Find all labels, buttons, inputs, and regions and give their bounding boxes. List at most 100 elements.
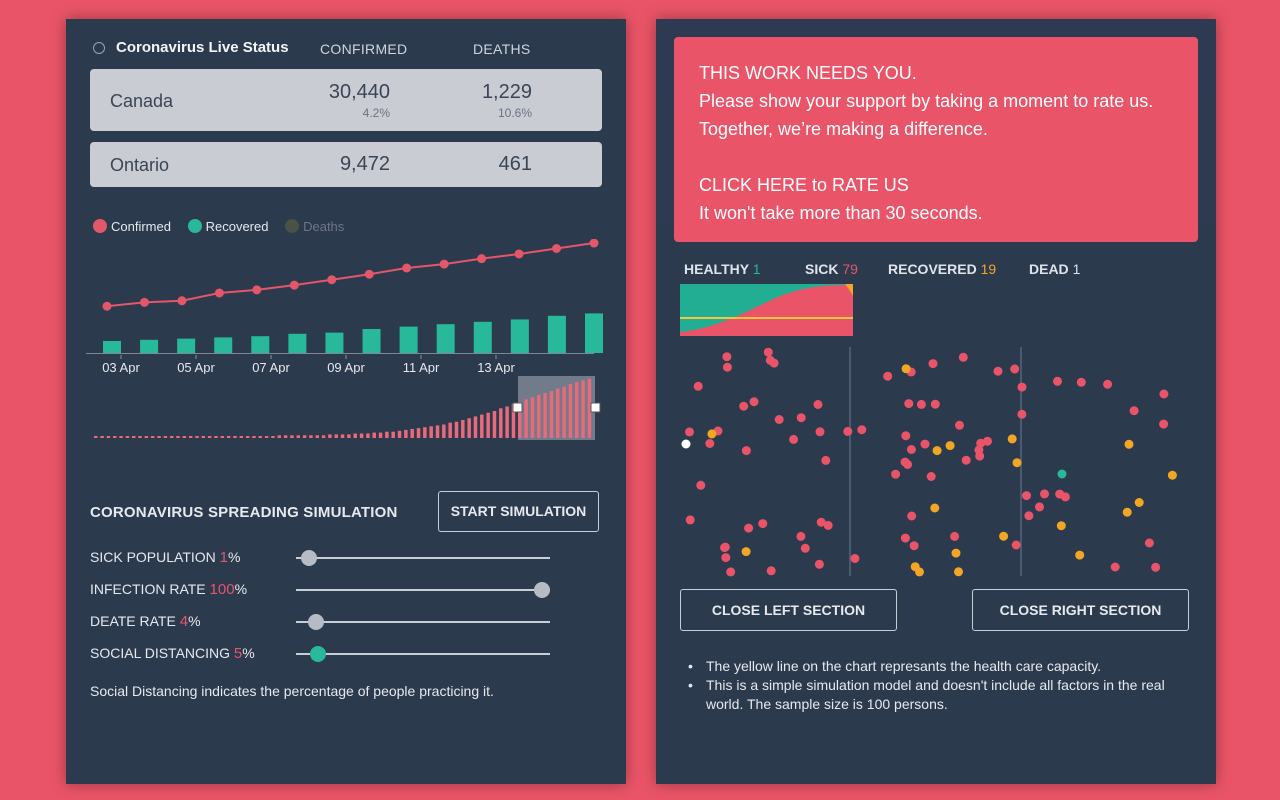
- legend-recovered[interactable]: Recovered: [187, 219, 268, 234]
- timeline-bar: [518, 402, 522, 438]
- timeline-bar: [245, 436, 250, 438]
- person-dot-sick: [926, 472, 936, 481]
- person-dot-sick: [916, 399, 926, 409]
- deaths-count: 1,229: [481, 81, 532, 103]
- deaths-dot-icon: [285, 219, 300, 233]
- confirmed-point[interactable]: [552, 244, 562, 253]
- start-simulation-button[interactable]: START SIMULATION: [438, 491, 599, 532]
- timeline-bar: [309, 435, 313, 438]
- slider-thumb[interactable]: [534, 582, 550, 598]
- slider-label: DEATE RATE 4%: [90, 613, 201, 630]
- timeline-bar: [328, 434, 332, 438]
- status-radio-icon[interactable]: [93, 42, 105, 54]
- region-name: Ontario: [110, 155, 170, 175]
- person-dot-sick: [1040, 489, 1049, 499]
- timeline-bar: [581, 380, 585, 438]
- close-left-section-button[interactable]: CLOSE LEFT SECTION: [680, 589, 897, 631]
- recovered-bar[interactable]: [103, 341, 121, 353]
- timeline-bar: [511, 403, 516, 438]
- social-distancing-note: Social Distancing indicates the percenta…: [90, 683, 494, 699]
- timeline-bar: [537, 394, 541, 438]
- recovered-bar[interactable]: [140, 339, 159, 353]
- recovered-bar[interactable]: [510, 319, 529, 353]
- confirmed-point[interactable]: [252, 285, 262, 295]
- cta-line: Together, we’re making a difference.: [699, 119, 988, 139]
- legend-deaths[interactable]: Deaths: [285, 219, 344, 234]
- person-dot-sick: [1076, 377, 1086, 387]
- timeline-bar: [258, 436, 263, 438]
- close-right-section-button[interactable]: CLOSE RIGHT SECTION: [972, 589, 1189, 631]
- rate-us-link[interactable]: CLICK HERE to RATE US: [699, 175, 909, 195]
- confirmed-point[interactable]: [327, 275, 337, 285]
- confirmed-point[interactable]: [514, 249, 524, 259]
- timeline-bar: [429, 426, 433, 438]
- brush-handle-left[interactable]: [512, 402, 523, 413]
- legend-confirmed[interactable]: Confirmed: [93, 219, 171, 234]
- confirmed-point[interactable]: [214, 288, 224, 298]
- person-dot-sick: [789, 434, 799, 444]
- brush-handle-right[interactable]: [590, 402, 601, 413]
- person-dot-sick: [721, 553, 731, 563]
- recovered-bar[interactable]: [288, 333, 307, 353]
- confirmed-point[interactable]: [177, 296, 187, 306]
- timeline-bar: [486, 412, 490, 438]
- timeline-bar: [214, 436, 218, 438]
- recovered-bar[interactable]: [585, 313, 603, 353]
- confirmed-point[interactable]: [589, 239, 599, 248]
- recovered-bar[interactable]: [325, 332, 344, 353]
- population-counts: HEALTHY 1 SICK 79 RECOVERED 19 DEAD 1: [684, 261, 1196, 279]
- recovered-bar[interactable]: [362, 329, 381, 353]
- person-dot-sick: [1053, 376, 1062, 386]
- confirmed-point[interactable]: [289, 280, 299, 290]
- person-dot-sick: [1011, 540, 1021, 550]
- person-dot-sick: [1103, 379, 1113, 389]
- timeline-bar: [290, 435, 294, 438]
- slider-thumb[interactable]: [307, 614, 324, 630]
- recovered-bar[interactable]: [251, 336, 270, 353]
- slider-row-sick-population: SICK POPULATION 1%: [90, 547, 560, 567]
- timeline-bar: [416, 428, 421, 438]
- slider-track[interactable]: [296, 621, 550, 623]
- person-dot-recovered: [901, 364, 911, 374]
- timeline-brush-chart[interactable]: [86, 374, 606, 449]
- recovered-bar[interactable]: [436, 324, 455, 353]
- confirmed-point[interactable]: [402, 263, 412, 273]
- person-dot-recovered: [741, 547, 751, 557]
- slider-track[interactable]: [296, 557, 550, 559]
- slider-label: SOCIAL DISTANCING 5%: [90, 645, 255, 662]
- slider-track[interactable]: [296, 653, 550, 655]
- cta-line: It won't take more than 30 seconds.: [699, 203, 983, 223]
- person-dot-sick: [763, 347, 773, 357]
- simulation-area-chart: [680, 284, 853, 336]
- person-dot-sick: [720, 543, 730, 553]
- confirmed-point[interactable]: [439, 259, 449, 269]
- confirmed-dot-icon: [93, 219, 107, 233]
- deaths-percent: 10.6%: [497, 106, 532, 120]
- person-dot-sick: [796, 413, 806, 423]
- slider-thumb[interactable]: [310, 646, 327, 662]
- recovered-bar[interactable]: [473, 321, 492, 353]
- timeline-bar: [334, 434, 338, 438]
- confirmed-point[interactable]: [102, 301, 112, 311]
- person-dot-recovered: [1134, 498, 1144, 507]
- person-dot-recovered: [930, 503, 940, 513]
- recovered-bar[interactable]: [547, 315, 566, 353]
- timeline-bar: [112, 436, 117, 438]
- recovered-bar[interactable]: [177, 338, 196, 353]
- stat-row-canada[interactable]: Canada 30,440 4.2% 1,229 10.6%: [90, 69, 602, 131]
- confirmed-point[interactable]: [139, 297, 149, 307]
- confirmed-point[interactable]: [364, 269, 374, 279]
- stat-row-ontario[interactable]: Ontario 9,472 461: [90, 142, 602, 187]
- person-dot-sick: [813, 400, 823, 409]
- recovered-bar[interactable]: [214, 337, 233, 353]
- recovered-bar[interactable]: [399, 326, 418, 353]
- timeline-bar: [543, 393, 547, 438]
- deaths-column-header: DEATHS: [473, 41, 531, 57]
- slider-track[interactable]: [296, 589, 550, 591]
- person-dot-recovered: [999, 531, 1009, 541]
- person-dot-sick: [1159, 419, 1169, 429]
- slider-thumb[interactable]: [300, 550, 317, 566]
- confirmed-point[interactable]: [477, 254, 487, 264]
- recovered-count: 19: [980, 261, 997, 277]
- rate-us-banner[interactable]: THIS WORK NEEDS YOU. Please show your su…: [674, 37, 1198, 242]
